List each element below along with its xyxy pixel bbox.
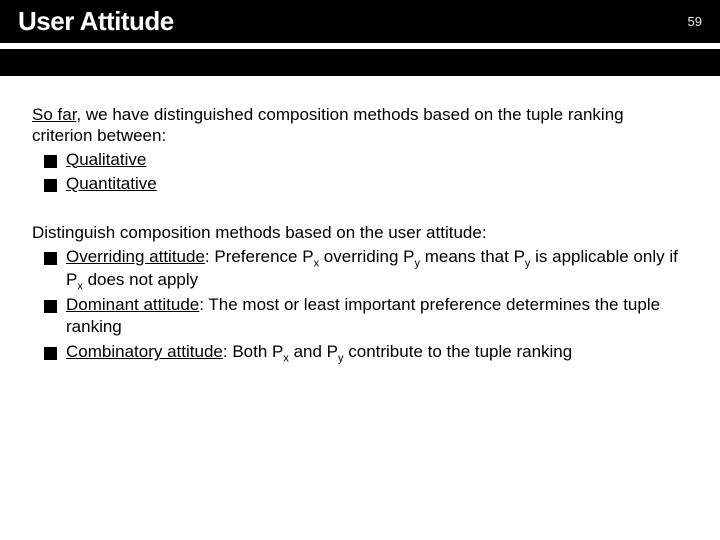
section-2-list: Overriding attitude: Preference Px overr… — [32, 246, 688, 365]
slide-header: User Attitude 59 — [0, 0, 720, 43]
term: Overriding attitude — [66, 247, 205, 266]
txt: and P — [289, 342, 338, 361]
term: Dominant attitude — [66, 295, 199, 314]
intro-underline: So far — [32, 105, 76, 124]
section-1-list: Qualitative Quantitative — [32, 149, 688, 197]
section-2: Distinguish composition methods based on… — [32, 222, 688, 364]
header-bar — [0, 49, 720, 76]
intro-rest: , we have distinguished composition meth… — [32, 105, 624, 145]
section-1-intro: So far, we have distinguished compositio… — [32, 104, 688, 147]
txt: contribute to the tuple ranking — [344, 342, 573, 361]
slide-content: So far, we have distinguished compositio… — [0, 76, 720, 364]
page-number: 59 — [688, 14, 702, 29]
section-1: So far, we have distinguished compositio… — [32, 104, 688, 196]
term: Qualitative — [66, 150, 146, 169]
list-item: Quantitative — [32, 173, 688, 196]
section-2-intro: Distinguish composition methods based on… — [32, 222, 688, 243]
list-item: Overriding attitude: Preference Px overr… — [32, 246, 688, 292]
list-item: Qualitative — [32, 149, 688, 172]
txt: means that P — [420, 247, 525, 266]
term: Quantitative — [66, 174, 157, 193]
list-item: Dominant attitude: The most or least imp… — [32, 294, 688, 340]
term: Combinatory attitude — [66, 342, 223, 361]
txt: : Preference P — [205, 247, 314, 266]
txt: : Both P — [223, 342, 283, 361]
slide-title: User Attitude — [18, 6, 174, 37]
list-item: Combinatory attitude: Both Px and Py con… — [32, 341, 688, 364]
txt: does not apply — [83, 270, 198, 289]
txt: overriding P — [319, 247, 414, 266]
